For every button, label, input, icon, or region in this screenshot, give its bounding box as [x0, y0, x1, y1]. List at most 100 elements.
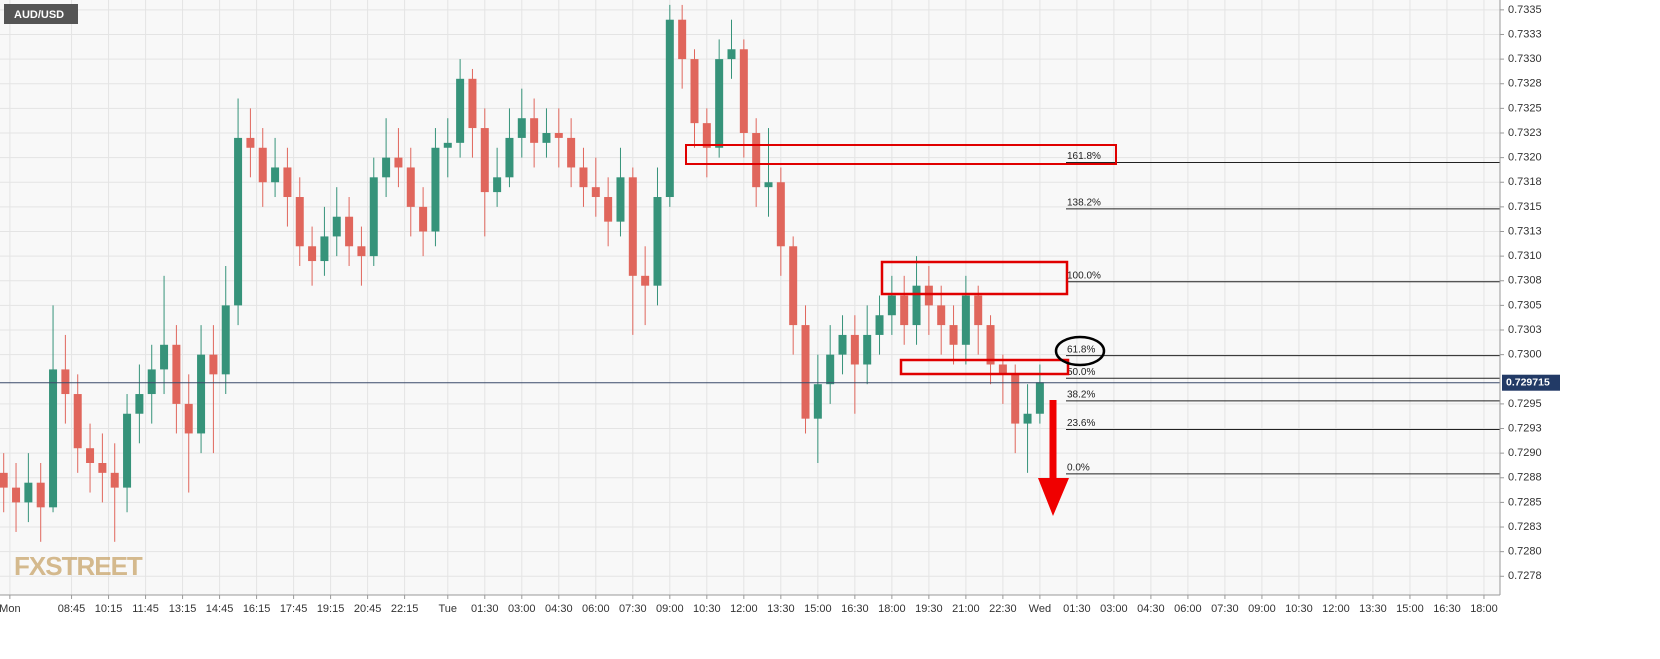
y-tick-label: 0.7310 — [1508, 250, 1542, 262]
candle-body — [332, 216, 341, 237]
candle-body — [246, 137, 255, 148]
x-tick-label: 19:15 — [317, 603, 345, 615]
candle-body — [480, 128, 489, 193]
x-tick-label: 14:45 — [206, 603, 234, 615]
candle-body — [974, 295, 983, 326]
x-tick-label: 07:30 — [1211, 603, 1239, 615]
x-tick-label: 06:00 — [1174, 603, 1202, 615]
y-tick-label: 0.7318 — [1508, 176, 1542, 188]
candle-body — [517, 118, 526, 138]
y-tick-label: 0.7283 — [1508, 521, 1542, 533]
candle-body — [468, 78, 477, 129]
candle-body — [357, 246, 366, 257]
symbol-title: AUD/USD — [14, 9, 64, 21]
x-tick-label: 19:30 — [915, 603, 943, 615]
candle-body — [764, 182, 773, 188]
candle-body — [665, 19, 674, 198]
x-tick-label: 04:30 — [1137, 603, 1165, 615]
candle-body — [147, 369, 156, 395]
y-tick-label: 0.7330 — [1508, 53, 1542, 65]
x-tick-label: 18:00 — [1470, 603, 1498, 615]
x-tick-label: Mon — [0, 603, 21, 615]
candle-body — [493, 177, 502, 193]
y-tick-label: 0.7295 — [1508, 398, 1542, 410]
candle-body — [986, 325, 995, 365]
candle-body — [234, 137, 243, 306]
candle-body — [789, 246, 798, 326]
candle-body — [98, 462, 107, 473]
candle-body — [949, 325, 958, 345]
last-price-label: 0.729715 — [1506, 376, 1550, 388]
candle-body — [0, 472, 8, 488]
x-tick-label: 17:45 — [280, 603, 308, 615]
x-tick-label: 07:30 — [619, 603, 647, 615]
candle-body — [739, 49, 748, 133]
x-tick-label: 01:30 — [1063, 603, 1091, 615]
x-tick-label: 03:00 — [508, 603, 536, 615]
candle-body — [1035, 382, 1044, 414]
candle-body — [12, 487, 21, 503]
x-tick-label: Tue — [439, 603, 458, 615]
x-tick-label: 09:00 — [656, 603, 684, 615]
candle-body — [579, 167, 588, 188]
x-tick-label: 10:15 — [95, 603, 123, 615]
x-tick-label: 10:30 — [693, 603, 721, 615]
candle-body — [616, 177, 625, 222]
y-tick-label: 0.7325 — [1508, 102, 1542, 114]
x-tick-label: 16:30 — [841, 603, 869, 615]
candle-body — [456, 78, 465, 143]
candle-body — [24, 482, 33, 503]
candle-body — [49, 369, 58, 508]
candle-body — [283, 167, 292, 198]
candle-body — [826, 354, 835, 385]
fib-label: 100.0% — [1067, 270, 1101, 281]
candle-body — [382, 157, 391, 178]
candle-body — [690, 59, 699, 124]
candle-body — [863, 334, 872, 365]
candle-body — [505, 137, 514, 178]
candle-body — [641, 275, 650, 286]
candle-body — [591, 187, 600, 198]
zone-box — [880, 260, 1069, 296]
candle-body — [221, 305, 230, 375]
candle-body — [308, 246, 317, 262]
candle-body — [752, 132, 761, 188]
candle-body — [86, 448, 95, 463]
fib-label: 61.8% — [1067, 344, 1095, 355]
x-tick-label: 06:00 — [582, 603, 610, 615]
candle-body — [123, 413, 132, 488]
candle-body — [110, 472, 119, 488]
candle-body — [135, 394, 144, 414]
candle-body — [160, 344, 169, 370]
fib-label: 23.6% — [1067, 418, 1095, 429]
candle-body — [715, 59, 724, 148]
watermark: FXSTREET — [14, 551, 143, 581]
candle-body — [271, 167, 280, 183]
candle-body — [801, 325, 810, 419]
candle-body — [394, 157, 403, 168]
y-tick-label: 0.7335 — [1508, 4, 1542, 16]
x-tick-label: 01:30 — [471, 603, 499, 615]
y-tick-label: 0.7323 — [1508, 127, 1542, 139]
y-tick-label: 0.7278 — [1508, 570, 1542, 582]
x-tick-label: 10:30 — [1285, 603, 1313, 615]
candle-body — [320, 236, 329, 262]
x-tick-label: 16:30 — [1433, 603, 1461, 615]
y-tick-label: 0.7313 — [1508, 225, 1542, 237]
candle-body — [542, 132, 551, 143]
x-tick-label: 12:00 — [730, 603, 758, 615]
x-tick-label: 15:00 — [804, 603, 832, 615]
y-tick-label: 0.7285 — [1508, 496, 1542, 508]
candle-body — [1023, 413, 1032, 424]
candle-body — [406, 167, 415, 207]
y-tick-label: 0.7333 — [1508, 28, 1542, 40]
highlight-ellipse — [1054, 335, 1106, 367]
x-tick-label: 22:30 — [989, 603, 1017, 615]
candle-body — [172, 344, 181, 404]
candle-body — [678, 19, 687, 60]
candle-body — [209, 354, 218, 375]
y-tick-label: 0.7293 — [1508, 422, 1542, 434]
y-tick-label: 0.7300 — [1508, 349, 1542, 361]
candle-body — [875, 315, 884, 335]
